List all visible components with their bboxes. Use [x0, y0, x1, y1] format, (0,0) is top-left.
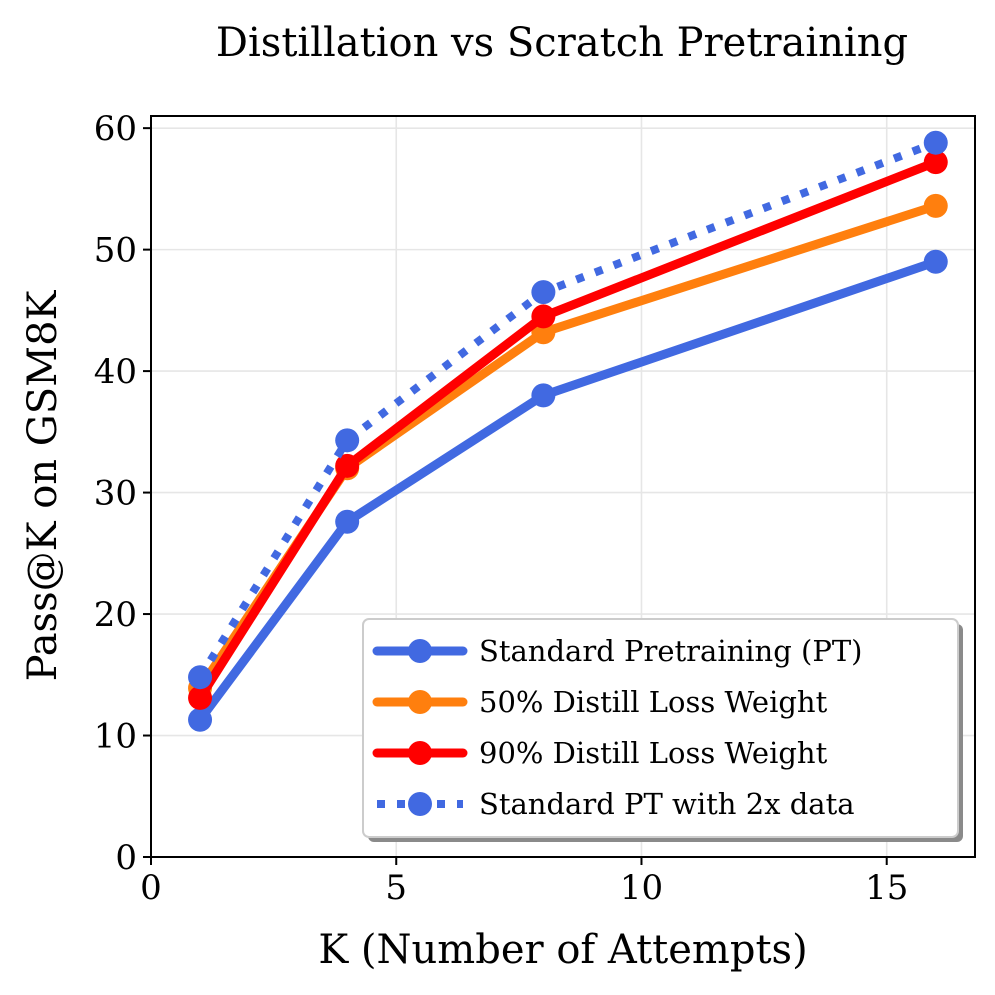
chart-title: Distillation vs Scratch Pretraining — [216, 20, 908, 66]
x-axis-label: K (Number of Attempts) — [318, 927, 807, 973]
series-line-1 — [195, 201, 941, 693]
y-tick-label: 20 — [94, 595, 137, 635]
y-tick-label: 50 — [94, 231, 137, 271]
y-tick-label: 40 — [94, 352, 137, 392]
y-tick-label: 10 — [94, 717, 137, 757]
legend: Standard Pretraining (PT) 50% Distill Los… — [362, 618, 963, 842]
y-tick-label: 60 — [94, 109, 137, 149]
series-2-point — [335, 453, 360, 478]
y-tick-label: 0 — [115, 838, 137, 878]
plot-frame — [150, 115, 976, 858]
series-2-point — [188, 685, 213, 710]
legend-box — [362, 618, 959, 838]
legend-marker-2 — [408, 741, 432, 765]
series-3-point — [335, 428, 360, 453]
x-tick-label: 0 — [140, 868, 162, 908]
legend-marker-1 — [408, 690, 432, 714]
x-tick-label: 5 — [385, 868, 407, 908]
series-3-point — [531, 280, 556, 305]
x-tick-label: 10 — [620, 868, 663, 908]
series-layer — [188, 130, 948, 732]
series-3-point — [188, 665, 213, 690]
series-0-point — [923, 249, 948, 274]
x-tick-label: 15 — [865, 868, 908, 908]
y-tick-label: 30 — [94, 474, 137, 514]
ticks: 0 5 10 15 0 10 20 30 40 50 60 — [94, 109, 909, 908]
series-0-point — [188, 707, 213, 732]
series-line-2 — [195, 157, 941, 703]
legend-label-0: Standard Pretraining (PT) — [479, 634, 863, 668]
legend-marker-0 — [408, 639, 432, 663]
legend-marker-3 — [408, 792, 432, 816]
series-line-3 — [196, 138, 938, 680]
series-1-point — [923, 193, 948, 218]
series-0-point — [335, 509, 360, 534]
series-line-0 — [195, 257, 941, 725]
series-2-point — [531, 304, 556, 329]
legend-label-3: Standard PT with 2x data — [479, 787, 855, 821]
series-2-point — [923, 150, 948, 175]
series-3-point — [923, 130, 948, 155]
series-0-point — [531, 383, 556, 408]
legend-label-2: 90% Distill Loss Weight — [479, 736, 828, 770]
y-axis-label: Pass@K on GSM8K — [20, 289, 66, 681]
legend-label-1: 50% Distill Loss Weight — [479, 685, 828, 719]
